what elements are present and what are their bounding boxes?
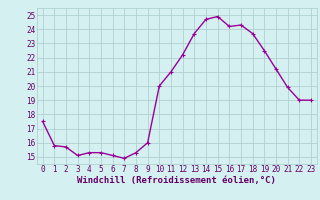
X-axis label: Windchill (Refroidissement éolien,°C): Windchill (Refroidissement éolien,°C) — [77, 176, 276, 185]
